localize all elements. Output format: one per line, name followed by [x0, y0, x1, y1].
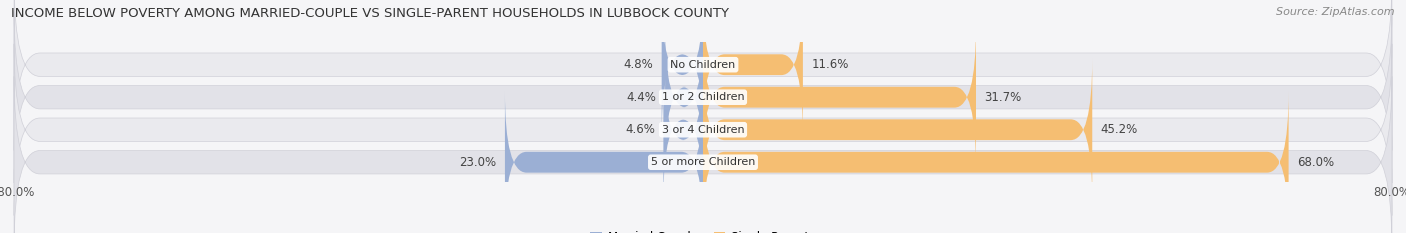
FancyBboxPatch shape — [14, 76, 1392, 233]
Text: 45.2%: 45.2% — [1101, 123, 1137, 136]
FancyBboxPatch shape — [703, 0, 803, 136]
Text: No Children: No Children — [671, 60, 735, 70]
Text: INCOME BELOW POVERTY AMONG MARRIED-COUPLE VS SINGLE-PARENT HOUSEHOLDS IN LUBBOCK: INCOME BELOW POVERTY AMONG MARRIED-COUPL… — [11, 7, 730, 20]
FancyBboxPatch shape — [703, 26, 976, 168]
FancyBboxPatch shape — [14, 44, 1392, 216]
Text: 31.7%: 31.7% — [984, 91, 1022, 104]
FancyBboxPatch shape — [662, 0, 703, 136]
FancyBboxPatch shape — [664, 59, 703, 201]
Text: 4.6%: 4.6% — [624, 123, 655, 136]
FancyBboxPatch shape — [14, 11, 1392, 183]
FancyBboxPatch shape — [14, 0, 1392, 151]
Text: 11.6%: 11.6% — [811, 58, 849, 71]
Text: 4.4%: 4.4% — [627, 91, 657, 104]
Text: 4.8%: 4.8% — [623, 58, 652, 71]
Text: 3 or 4 Children: 3 or 4 Children — [662, 125, 744, 135]
Text: 23.0%: 23.0% — [460, 156, 496, 169]
FancyBboxPatch shape — [703, 91, 1289, 233]
Text: Source: ZipAtlas.com: Source: ZipAtlas.com — [1277, 7, 1395, 17]
FancyBboxPatch shape — [703, 59, 1092, 201]
Text: 1 or 2 Children: 1 or 2 Children — [662, 92, 744, 102]
Text: 68.0%: 68.0% — [1298, 156, 1334, 169]
FancyBboxPatch shape — [665, 26, 703, 168]
FancyBboxPatch shape — [505, 91, 703, 233]
Legend: Married Couples, Single Parents: Married Couples, Single Parents — [586, 226, 820, 233]
Text: 5 or more Children: 5 or more Children — [651, 157, 755, 167]
